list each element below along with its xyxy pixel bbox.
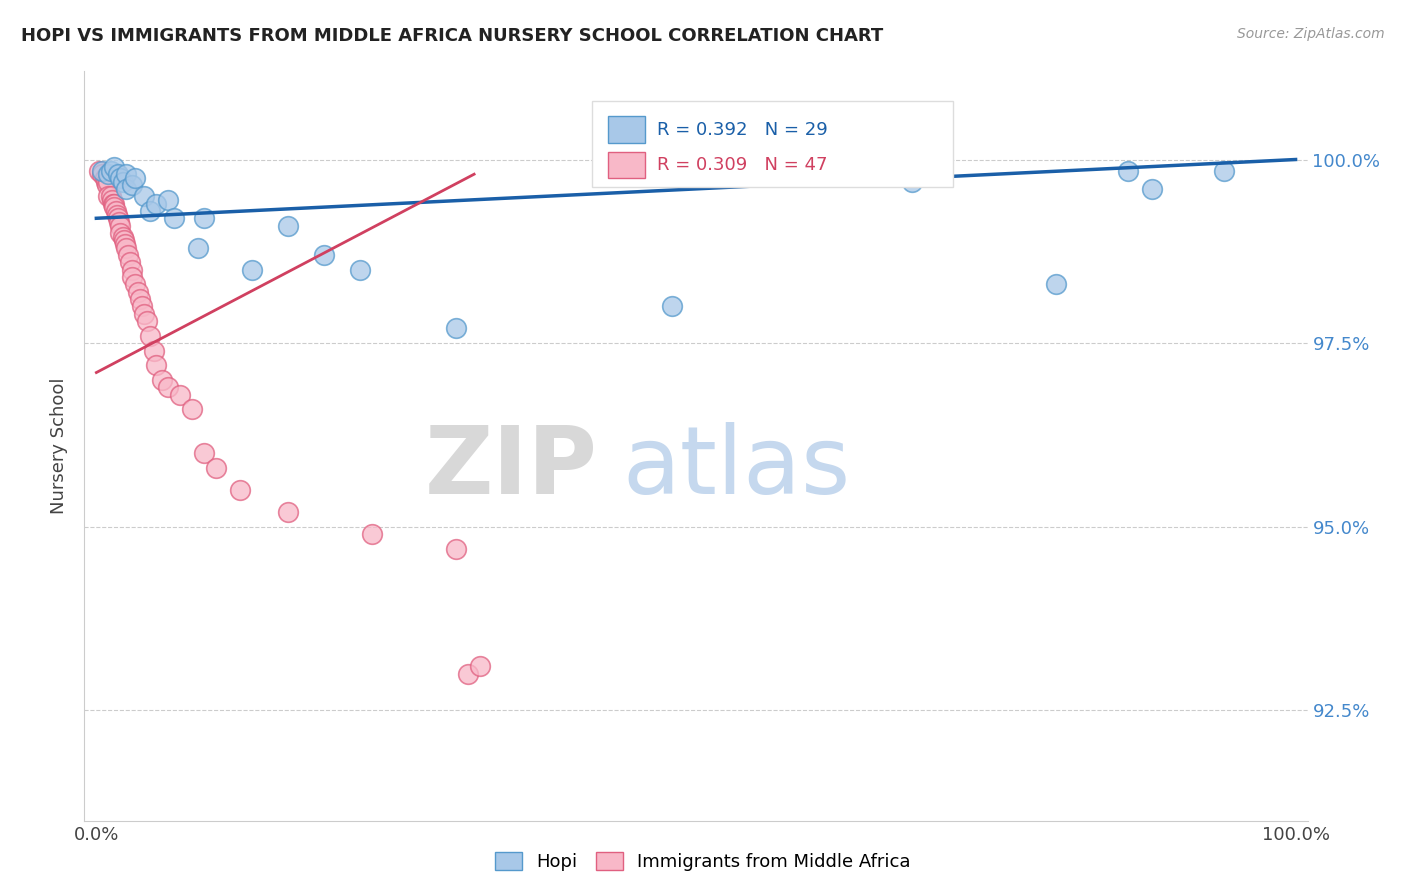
Point <box>111 229 134 244</box>
Point <box>145 196 167 211</box>
Point <box>181 402 204 417</box>
Point <box>97 175 120 189</box>
Legend: Hopi, Immigrants from Middle Africa: Hopi, Immigrants from Middle Africa <box>488 845 918 879</box>
Point <box>96 178 118 193</box>
Point <box>901 175 924 189</box>
Point <box>115 182 138 196</box>
Point <box>135 314 157 328</box>
Point <box>108 215 131 229</box>
Point <box>103 160 125 174</box>
Point <box>150 373 173 387</box>
Point <box>101 196 124 211</box>
Point <box>94 175 117 189</box>
Point <box>468 659 491 673</box>
Text: ZIP: ZIP <box>425 423 598 515</box>
Point <box>104 203 127 218</box>
Point <box>145 358 167 372</box>
Point <box>105 208 128 222</box>
Point <box>111 175 134 189</box>
Point <box>107 167 129 181</box>
Point <box>110 226 132 240</box>
Point <box>277 219 299 233</box>
Point <box>277 505 299 519</box>
Point <box>314 248 336 262</box>
Point <box>121 178 143 193</box>
Point <box>91 163 114 178</box>
Point <box>97 167 120 181</box>
Point <box>457 666 479 681</box>
Point <box>103 196 125 211</box>
Point <box>103 200 125 214</box>
Text: R = 0.309   N = 47: R = 0.309 N = 47 <box>657 156 827 174</box>
Point <box>87 163 110 178</box>
Point <box>142 343 165 358</box>
Point <box>118 255 141 269</box>
Point <box>163 211 186 226</box>
Point <box>112 233 135 247</box>
Y-axis label: Nursery School: Nursery School <box>51 377 69 515</box>
FancyBboxPatch shape <box>607 116 644 143</box>
Point <box>205 461 228 475</box>
Point <box>444 321 467 335</box>
Point <box>115 241 138 255</box>
Point <box>1140 182 1163 196</box>
Point <box>240 262 263 277</box>
Point <box>134 307 156 321</box>
Point <box>131 300 153 314</box>
Point <box>134 189 156 203</box>
Point <box>91 167 114 181</box>
Point <box>444 541 467 556</box>
Point <box>100 163 122 178</box>
Point <box>107 211 129 226</box>
Point <box>139 328 162 343</box>
Text: R = 0.392   N = 29: R = 0.392 N = 29 <box>657 120 828 139</box>
Point <box>361 527 384 541</box>
Point <box>1045 277 1067 292</box>
Point <box>121 270 143 285</box>
Point <box>157 193 180 207</box>
Text: Source: ZipAtlas.com: Source: ZipAtlas.com <box>1237 27 1385 41</box>
Point <box>115 167 138 181</box>
Point <box>124 170 146 185</box>
Text: atlas: atlas <box>623 423 851 515</box>
Point <box>157 380 180 394</box>
Point <box>127 285 149 299</box>
Point <box>100 189 122 203</box>
Point <box>121 262 143 277</box>
Point <box>93 170 117 185</box>
Point <box>349 262 371 277</box>
Point <box>124 277 146 292</box>
Text: HOPI VS IMMIGRANTS FROM MIDDLE AFRICA NURSERY SCHOOL CORRELATION CHART: HOPI VS IMMIGRANTS FROM MIDDLE AFRICA NU… <box>21 27 883 45</box>
Point <box>139 203 162 218</box>
Point <box>110 170 132 185</box>
Point <box>193 446 215 460</box>
Point <box>229 483 252 497</box>
Point <box>193 211 215 226</box>
Point <box>187 241 209 255</box>
FancyBboxPatch shape <box>607 152 644 178</box>
Point <box>97 189 120 203</box>
Point <box>661 300 683 314</box>
FancyBboxPatch shape <box>592 102 953 187</box>
Point <box>117 248 139 262</box>
Point <box>110 219 132 233</box>
Point <box>101 193 124 207</box>
Point <box>114 237 136 252</box>
Point <box>128 292 150 306</box>
Point <box>169 387 191 401</box>
Point <box>1116 163 1139 178</box>
Point <box>1212 163 1234 178</box>
